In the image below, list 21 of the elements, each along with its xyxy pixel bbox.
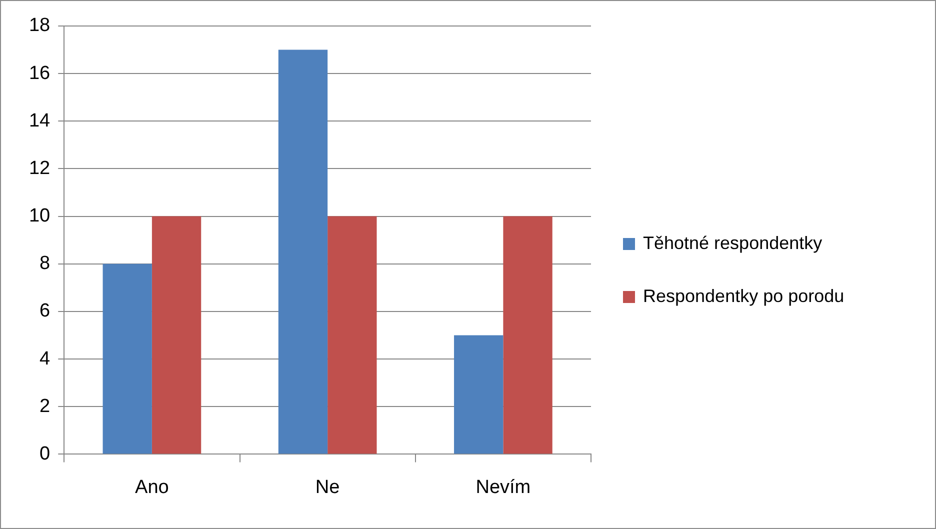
bar (328, 216, 377, 454)
y-tick-label: 0 (40, 443, 50, 464)
y-tick-label: 14 (28, 110, 51, 132)
legend-label: Respondentky po porodu (643, 286, 844, 307)
bar (503, 216, 552, 454)
y-tick-label: 8 (40, 253, 50, 274)
y-tick-label: 10 (28, 206, 50, 227)
x-tick-label: Ano (135, 476, 169, 498)
x-tick-label: Nevím (476, 476, 531, 498)
y-tick-label: 12 (28, 158, 50, 179)
bar (152, 216, 202, 454)
bar (278, 50, 328, 454)
y-tick-label: 4 (40, 348, 51, 370)
y-tick-label: 16 (28, 62, 50, 84)
bar (454, 335, 504, 454)
x-tick-label: Ne (315, 476, 340, 498)
legend-label: Těhotné respondentky (643, 233, 822, 254)
y-tick-label: 6 (40, 300, 50, 322)
y-tick-label: 18 (28, 15, 50, 36)
y-tick-label: 2 (40, 396, 50, 417)
bar (102, 264, 152, 454)
